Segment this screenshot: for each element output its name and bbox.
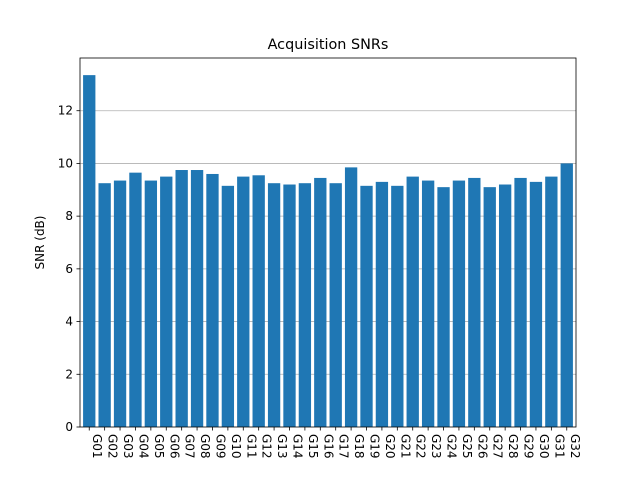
bar <box>283 184 296 427</box>
x-tick-label: G10 <box>229 434 243 459</box>
y-tick-label: 0 <box>65 420 73 434</box>
x-tick-label: G25 <box>460 434 474 459</box>
bar <box>406 176 419 427</box>
bar <box>221 185 235 427</box>
chart-title: Acquisition SNRs <box>268 37 389 53</box>
x-tick-label: G21 <box>398 434 412 459</box>
x-tick-label: G03 <box>121 434 135 459</box>
x-tick-label: G20 <box>383 434 397 459</box>
x-tick-label: G29 <box>522 434 536 459</box>
y-tick-label: 2 <box>65 367 73 381</box>
x-tick-label: G13 <box>275 434 289 459</box>
bar <box>267 183 281 427</box>
bar <box>237 176 250 427</box>
bar <box>498 184 512 427</box>
x-tick-label: G02 <box>106 434 120 459</box>
x-tick-label: G12 <box>260 434 274 459</box>
x-tick-label: G01 <box>90 434 104 459</box>
x-tick-label: G08 <box>198 434 212 459</box>
x-tick-label: G07 <box>183 434 197 459</box>
x-tick-label: G18 <box>352 434 366 459</box>
x-tick-label: G15 <box>306 434 320 459</box>
x-tick-label: G16 <box>321 434 335 459</box>
bar <box>298 183 312 427</box>
bar <box>452 180 466 427</box>
x-tick-label: G27 <box>491 434 505 459</box>
x-tick-label: G06 <box>167 434 181 459</box>
bar <box>98 183 111 427</box>
bar <box>144 180 158 427</box>
bar <box>468 177 481 427</box>
x-axis-ticks: G01 G02 G03 G04 G05 G06 G07 G08 G09 G10 G11 G12 G13 G… <box>88 427 582 459</box>
bar <box>437 187 450 427</box>
x-tick-label: G11 <box>244 434 258 459</box>
y-tick-label: 8 <box>65 209 73 223</box>
bar <box>421 180 435 427</box>
bar <box>560 163 573 427</box>
bar <box>529 181 543 427</box>
bars <box>83 75 573 427</box>
y-tick-label: 10 <box>58 156 73 170</box>
y-tick-label: 12 <box>58 104 73 118</box>
y-tick-label: 4 <box>65 315 73 329</box>
bar <box>344 167 358 427</box>
x-tick-label: G19 <box>368 434 382 459</box>
y-axis-ticks: 0 2 4 6 8 10 12 <box>58 104 80 434</box>
bar <box>375 181 389 427</box>
x-tick-label: G14 <box>290 434 304 459</box>
bar <box>391 185 404 427</box>
bar <box>113 180 127 427</box>
bar <box>129 172 142 427</box>
bar <box>545 176 558 427</box>
x-tick-label: G31 <box>552 434 566 459</box>
x-tick-label: G28 <box>506 434 520 459</box>
bar <box>175 170 188 427</box>
bar <box>83 75 96 427</box>
bar <box>252 175 265 427</box>
x-tick-label: G09 <box>213 434 227 459</box>
x-tick-label: G30 <box>537 434 551 459</box>
x-tick-label: G22 <box>414 434 428 459</box>
x-tick-label: G05 <box>152 434 166 459</box>
y-tick-label: 6 <box>65 262 73 276</box>
bar <box>160 176 173 427</box>
bar <box>206 173 219 427</box>
x-tick-label: G24 <box>445 434 459 459</box>
x-tick-label: G26 <box>475 434 489 459</box>
bar <box>190 170 204 427</box>
bar <box>483 187 496 427</box>
y-axis-label: SNR (dB) <box>33 216 47 270</box>
x-tick-label: G04 <box>136 434 150 459</box>
bar <box>314 177 327 427</box>
x-tick-label: G23 <box>429 434 443 459</box>
bar <box>360 185 373 427</box>
plot-frame <box>79 57 577 428</box>
x-tick-label: G17 <box>337 434 351 459</box>
bar <box>329 183 342 427</box>
bar <box>514 177 527 427</box>
x-tick-label: G32 <box>568 434 582 459</box>
